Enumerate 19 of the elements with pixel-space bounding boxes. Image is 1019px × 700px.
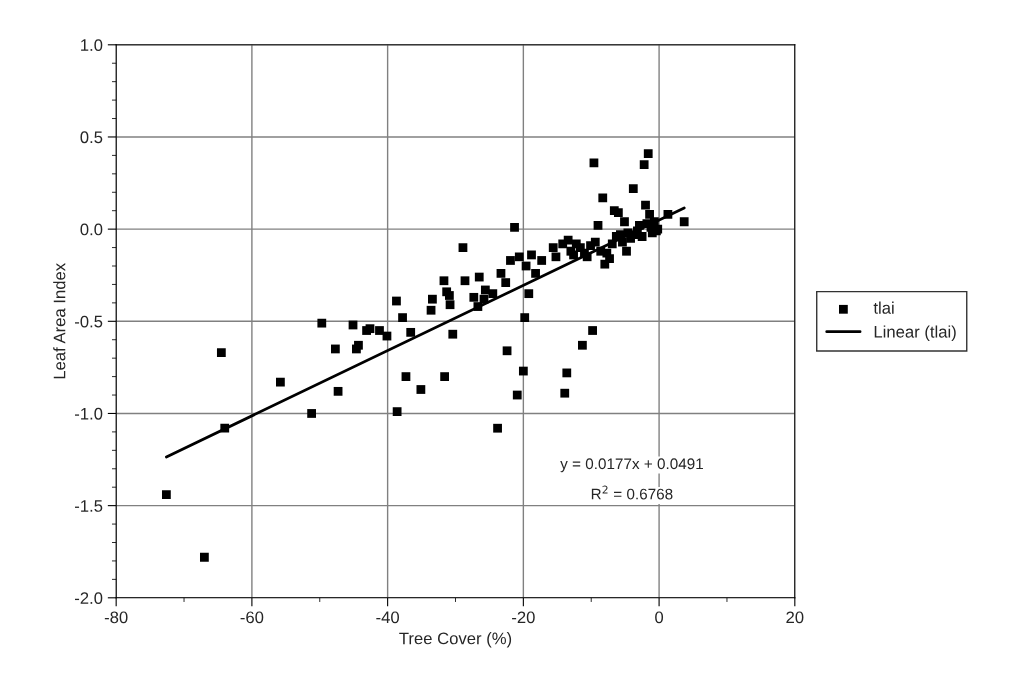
x-tick-label: 0 [655, 611, 664, 624]
annotation: R$^{2}$ = 0.6768 [591, 485, 673, 500]
y-tick-label: 0.0 [80, 223, 103, 236]
x-tick-label: -80 [104, 611, 128, 624]
y-tick-label: -1.5 [74, 500, 103, 512]
y-tick-label: 0.5 [80, 131, 103, 144]
y-tick-label: -0.5 [74, 315, 103, 328]
y-tick-label: 1.0 [81, 39, 103, 51]
legend-label: tlai [873, 301, 894, 314]
legend-label: Linear (tlai) [874, 325, 956, 341]
annotation: y = 0.0177x + 0.0491 [560, 458, 703, 473]
x-axis-title: Tree Cover (%) [399, 632, 512, 648]
x-tick-label: -40 [376, 611, 400, 624]
x-tick-label: -60 [240, 611, 264, 624]
x-tick-label: -20 [512, 611, 535, 624]
x-tick-label: 20 [786, 611, 804, 624]
y-tick-label: -1.0 [74, 407, 103, 420]
y-tick-label: -2.0 [74, 592, 103, 604]
y-axis-title: Leaf Area Index [53, 263, 66, 379]
